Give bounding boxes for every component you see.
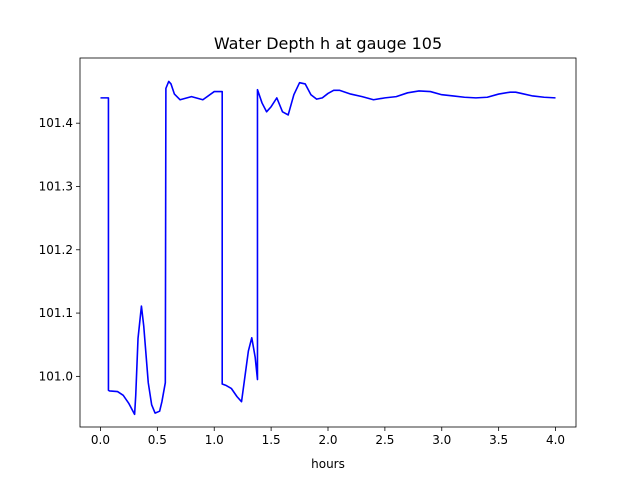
chart-title: Water Depth h at gauge 105	[214, 34, 442, 53]
x-tick-label: 0.0	[91, 433, 110, 447]
x-tick-label: 0.5	[148, 433, 167, 447]
x-axis-label: hours	[311, 457, 345, 471]
x-axis-ticks: 0.0 0.5 1.0 1.5 2.0 2.5 3.0 3.5 4.0	[91, 427, 565, 447]
x-tick-label: 3.5	[489, 433, 508, 447]
series-line	[100, 80, 556, 416]
x-tick-label: 3.0	[432, 433, 451, 447]
y-tick-label: 101.3	[39, 179, 73, 193]
y-tick-label: 101.0	[39, 369, 73, 383]
x-tick-label: 2.0	[318, 433, 337, 447]
y-tick-label: 101.2	[39, 243, 73, 257]
y-tick-label: 101.4	[39, 116, 73, 130]
y-tick-label: 101.1	[39, 306, 73, 320]
x-tick-label: 1.5	[262, 433, 281, 447]
axes-frame	[79, 57, 577, 428]
x-tick-label: 4.0	[546, 433, 565, 447]
x-tick-label: 1.0	[205, 433, 224, 447]
plot-area	[100, 80, 556, 416]
x-tick-label: 2.5	[375, 433, 394, 447]
y-axis-ticks: 101.0 101.1 101.2 101.3 101.4	[39, 116, 80, 383]
